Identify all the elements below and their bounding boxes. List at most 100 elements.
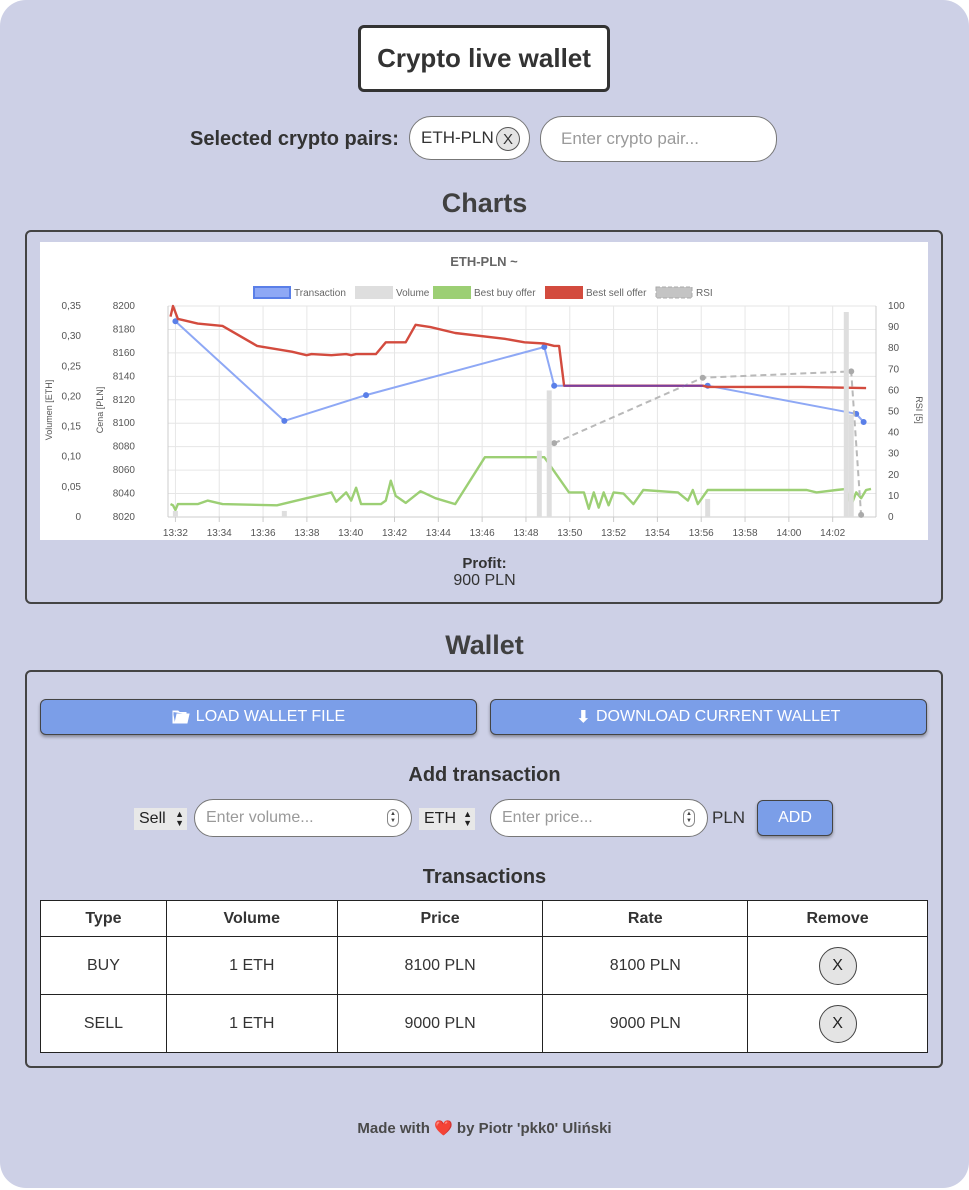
- app-title: Crypto live wallet: [358, 25, 610, 92]
- price-stepper-icon[interactable]: ▲ ▼: [683, 809, 695, 827]
- volume-placeholder: Enter volume...: [206, 809, 314, 826]
- volume-tick-label: 0,15: [62, 422, 82, 433]
- rsi-tick-label: 100: [888, 301, 905, 312]
- rsi-point: [551, 440, 558, 447]
- add-transaction-heading: Add transaction: [408, 764, 561, 786]
- volume-tick-label: 0,30: [62, 331, 82, 342]
- price-tick-label: 8080: [113, 442, 136, 453]
- volume-tick-label: 0,20: [62, 391, 82, 402]
- rsi-line: [553, 370, 863, 515]
- folder-icon: [172, 710, 190, 724]
- rsi-point: [848, 368, 855, 375]
- price-tick-label: 8180: [113, 324, 136, 335]
- rsi-tick-label: 30: [888, 449, 900, 460]
- transaction-point: [551, 382, 558, 389]
- transactions-table: Type Volume Price Rate Remove BUY 1 ETH …: [40, 900, 928, 1053]
- column-header-rate: Rate: [542, 900, 749, 937]
- transactions-heading: Transactions: [422, 866, 547, 888]
- rsi-tick-label: 70: [888, 364, 900, 375]
- x-tick-label: 13:46: [470, 528, 495, 539]
- profit-label: Profit:: [462, 555, 507, 572]
- download-wallet-button[interactable]: ⬇ DOWNLOAD CURRENT WALLET: [490, 699, 927, 735]
- footer-prefix: Made with: [357, 1120, 430, 1137]
- footer: Made with ❤️ by Piotr 'pkk0' Uliński: [0, 1119, 969, 1137]
- download-wallet-label: DOWNLOAD CURRENT WALLET: [595, 708, 841, 725]
- x-tick-label: 13:34: [207, 528, 232, 539]
- x-tick-label: 13:44: [426, 528, 451, 539]
- volume-bar: [705, 498, 711, 517]
- currency-select[interactable]: ETH ▲ ▼: [419, 808, 475, 830]
- x-tick-label: 13:58: [733, 528, 758, 539]
- volume-axis-title: Volumen [ETH]: [44, 380, 54, 441]
- table-header-row: Type Volume Price Rate Remove: [40, 900, 928, 937]
- add-transaction-button[interactable]: ADD: [757, 800, 833, 836]
- price-tick-label: 8100: [113, 418, 136, 429]
- crypto-pair-input[interactable]: [540, 116, 777, 162]
- legend-swatch: [253, 286, 291, 299]
- cell-type: SELL: [40, 994, 167, 1053]
- column-header-volume: Volume: [165, 900, 338, 937]
- price-placeholder: Enter price...: [502, 809, 593, 826]
- cell-volume: 1 ETH: [165, 994, 338, 1053]
- x-tick-label: 13:42: [382, 528, 407, 539]
- profit-value: 900 PLN: [453, 572, 516, 589]
- transaction-point: [281, 417, 288, 424]
- volume-bar: [281, 510, 287, 517]
- rsi-point: [858, 511, 865, 518]
- price-tick-label: 8020: [113, 512, 136, 523]
- transaction-point: [172, 318, 179, 325]
- x-tick-label: 13:48: [513, 528, 538, 539]
- charts-panel: [25, 230, 943, 604]
- currency-value: ETH: [424, 810, 456, 827]
- legend-label: Transaction: [294, 288, 346, 299]
- volume-bar: [172, 510, 178, 517]
- rsi-axis-title: RSI [5]: [914, 396, 924, 424]
- chart-container: ETH-PLN ~ Transaction Volume Best buy offer…: [40, 242, 928, 540]
- best-sell-offer-line: [169, 304, 867, 390]
- price-tick-label: 8200: [113, 301, 136, 312]
- price-unit-label: PLN: [712, 808, 746, 827]
- x-tick-label: 14:00: [776, 528, 801, 539]
- column-header-price: Price: [336, 900, 544, 937]
- remove-transaction-button[interactable]: X: [818, 946, 857, 985]
- cell-volume: 1 ETH: [165, 936, 338, 995]
- transaction-type-select[interactable]: Sell ▲ ▼: [134, 808, 187, 830]
- pair-chip-eth-pln: ETH-PLN X: [409, 116, 530, 160]
- x-tick-label: 13:38: [294, 528, 319, 539]
- rsi-point: [699, 374, 706, 381]
- price-axis-title: Cena [PLN]: [95, 387, 105, 434]
- volume-bar: [546, 390, 552, 517]
- price-input[interactable]: Enter price... ▲ ▼: [490, 799, 708, 837]
- cell-rate: 9000 PLN: [542, 994, 749, 1053]
- legend-swatch-rsi: [655, 286, 693, 299]
- volume-tick-label: 0,35: [62, 301, 82, 312]
- legend-swatch: [355, 286, 393, 299]
- pair-chip-label: ETH-PLN: [421, 128, 494, 147]
- legend-swatch: [545, 286, 583, 299]
- rsi-tick-label: 10: [888, 491, 900, 502]
- cell-type: BUY: [40, 936, 167, 995]
- volume-input[interactable]: Enter volume... ▲ ▼: [194, 799, 412, 837]
- volume-bar: [843, 312, 849, 517]
- selected-pairs-label: Selected crypto pairs:: [190, 128, 399, 150]
- legend-label: Volume: [396, 288, 430, 299]
- transaction-type-value: Sell: [139, 810, 166, 827]
- price-tick-label: 8140: [113, 371, 136, 382]
- load-wallet-button[interactable]: LOAD WALLET FILE: [40, 699, 477, 735]
- x-tick-label: 13:50: [557, 528, 582, 539]
- price-chart: ETH-PLN ~ Transaction Volume Best buy offer…: [44, 254, 924, 539]
- table-row: SELL 1 ETH 9000 PLN 9000 PLN X: [40, 994, 928, 1053]
- volume-stepper-icon[interactable]: ▲ ▼: [387, 809, 399, 827]
- transaction-point: [860, 419, 867, 426]
- rsi-tick-label: 40: [888, 428, 900, 439]
- chart-title: ETH-PLN ~: [450, 254, 518, 269]
- rsi-tick-label: 90: [888, 322, 900, 333]
- remove-transaction-button[interactable]: X: [818, 1004, 857, 1043]
- price-tick-label: 8120: [113, 395, 136, 406]
- download-arrow-icon: ⬇: [576, 709, 590, 726]
- charts-heading: Charts: [441, 188, 528, 218]
- rsi-tick-label: 50: [888, 407, 900, 418]
- remove-pair-button[interactable]: X: [496, 127, 520, 151]
- volume-tick-label: 0,05: [62, 482, 82, 493]
